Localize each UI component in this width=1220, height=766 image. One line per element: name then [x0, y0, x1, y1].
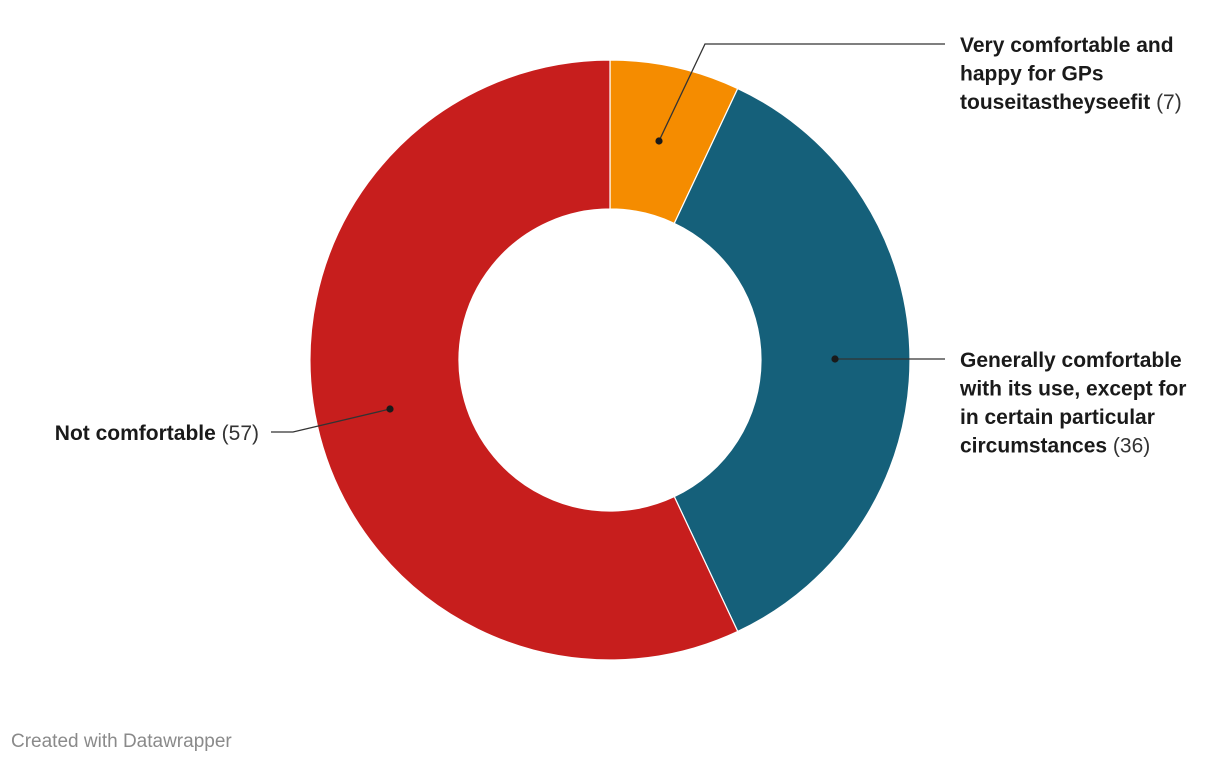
donut-slice-1 — [673, 87, 911, 633]
donut-slices — [309, 59, 911, 661]
donut-slice-2 — [309, 59, 739, 661]
datawrapper-credit: Created with Datawrapper — [11, 731, 232, 752]
slice-labels: Very comfortable and happy for GPs touseit… — [55, 34, 1187, 458]
leader-line-2 — [271, 408, 391, 433]
label-leaders — [271, 43, 945, 433]
slice-label-0: Very comfortable and happy for GPs touseit… — [960, 34, 1182, 114]
leader-dot-2 — [386, 405, 394, 413]
leader-dot-1 — [831, 355, 839, 363]
slice-label-2: Not comfortable (57) — [55, 422, 259, 445]
leader-dot-0 — [655, 137, 663, 145]
leader-line-0 — [658, 43, 945, 142]
slice-label-1: Generally comfortable with its use, excep… — [959, 349, 1186, 458]
